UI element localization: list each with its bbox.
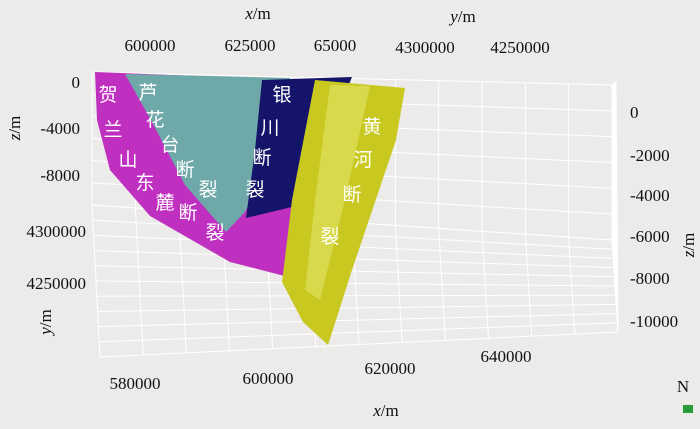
grid-line [98, 313, 617, 328]
tick-label: 4250000 [490, 38, 550, 57]
tick-label: 65000 [314, 36, 357, 55]
grid-line [611, 136, 618, 166]
fault-label: 芦花台断裂 [138, 82, 217, 201]
fault-label-char: 山 [118, 149, 137, 171]
axis-variable: x [372, 401, 381, 420]
fault-label-char: 麓 [155, 192, 174, 214]
grid-line [611, 214, 619, 291]
axis-title-text: x/m [244, 4, 271, 23]
axis-unit: /m [36, 309, 55, 327]
tick-label: 625000 [225, 36, 276, 55]
grid-line [95, 280, 616, 287]
fault-label-char: 芦 [138, 82, 157, 104]
fault-label-char: 银 [272, 84, 291, 106]
grid-line [611, 81, 617, 86]
tick-label: -10000 [630, 312, 678, 331]
tick-label: 4300000 [27, 222, 87, 241]
axis-title: z/m [5, 116, 24, 142]
tick-label: -6000 [630, 227, 670, 246]
fault-label-char: 兰 [103, 119, 122, 141]
fault-label-char: 裂 [198, 179, 217, 201]
axis-variable: z [679, 250, 698, 258]
grid-line [99, 322, 618, 343]
tick-label: 4300000 [395, 38, 455, 57]
grid-line [96, 294, 616, 297]
fault-label-char: 断 [252, 147, 271, 169]
fault-label-char: 裂 [245, 179, 264, 201]
grid-line [95, 265, 615, 278]
tick-label: 580000 [110, 374, 161, 393]
axis-title-text: y/m [36, 309, 55, 337]
axis-variable: x [244, 4, 253, 23]
axis-title-text: z/m [5, 116, 24, 142]
axis-unit: /m [253, 4, 271, 23]
tick-label: 600000 [243, 369, 294, 388]
fault-label-char: 黄 [362, 116, 381, 138]
axis-title: x/m [372, 401, 399, 420]
tick-label: 4250000 [27, 274, 87, 293]
tick-label: -2000 [630, 146, 670, 165]
fault-label-char: 花 [145, 109, 164, 131]
axis-title: z/m [679, 233, 698, 259]
axis-title-text: y/m [448, 7, 476, 26]
tick-label: -8000 [40, 166, 80, 185]
axis-title: x/m [244, 4, 271, 23]
axis-unit: /m [458, 7, 476, 26]
tick-label: 600000 [125, 36, 176, 55]
tick-label: -4000 [630, 186, 670, 205]
yellow-river-highlight [305, 85, 370, 300]
fault-label-char: 裂 [320, 226, 339, 248]
compass-icon [683, 405, 693, 413]
axis-title: y/m [448, 7, 476, 26]
fault-label-char: 东 [135, 172, 154, 194]
axis-variable: z [5, 133, 24, 141]
tick-label: 0 [72, 73, 81, 92]
fault-label-char: 川 [260, 117, 279, 139]
compass-label: N [677, 377, 689, 396]
tick-label: 620000 [365, 359, 416, 378]
grid-line [97, 303, 617, 312]
axis-variable: y [36, 327, 55, 337]
fault-label-char: 断 [178, 202, 197, 224]
grid-line [611, 110, 617, 124]
fault-label-char: 贺 [98, 84, 117, 106]
luhuatai-fault-surface [125, 74, 290, 232]
axis-title: y/m [36, 309, 55, 337]
fault-label-char: 河 [353, 149, 372, 171]
axis-unit: /m [5, 116, 24, 134]
fault-label-char: 裂 [205, 222, 224, 244]
grid-line [611, 188, 618, 249]
fault-label: 贺兰山东麓 断裂 [98, 84, 224, 244]
fault-surfaces [95, 72, 405, 345]
axis-title-text: x/m [372, 401, 399, 420]
axis-unit: /m [381, 401, 399, 420]
axis-unit: /m [679, 233, 698, 251]
fault-label-char: 台 [160, 134, 179, 156]
fault-label: 黄河断裂 [320, 116, 381, 248]
fault-label-char: 断 [342, 184, 361, 206]
fault-label: 银川断裂 [245, 84, 291, 201]
grid-line [99, 331, 619, 358]
axis-variable: y [448, 7, 458, 26]
tick-label: 640000 [481, 347, 532, 366]
grid-line [611, 239, 619, 333]
grid-line [611, 162, 618, 208]
tick-label: -4000 [40, 119, 80, 138]
axis-title-text: z/m [679, 233, 698, 259]
tick-label: 0 [630, 103, 639, 122]
tick-label: -8000 [630, 269, 670, 288]
grid-line [91, 71, 613, 86]
fault-label-char: 断 [175, 159, 194, 181]
